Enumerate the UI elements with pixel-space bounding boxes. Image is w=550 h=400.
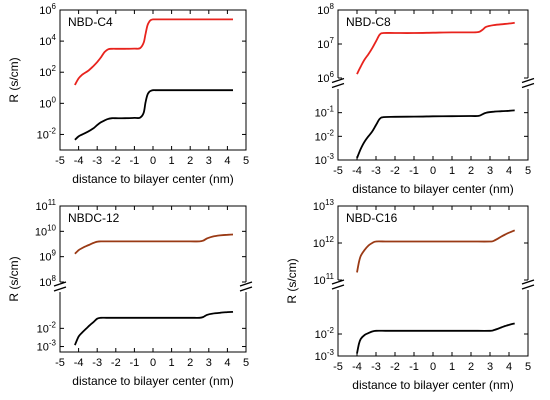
x-tick-label: -4 xyxy=(352,165,362,177)
series-line-lower xyxy=(356,322,515,354)
x-tick-label: 3 xyxy=(487,165,493,177)
x-tick-label: 3 xyxy=(206,155,212,167)
panel-title: NBD-C16 xyxy=(346,211,398,225)
x-tick-label: -3 xyxy=(92,357,102,369)
series-line-upper xyxy=(74,233,234,255)
y-tick-label: 1011 xyxy=(313,272,334,287)
y-tick-label: 10-2 xyxy=(315,128,335,143)
axis-break-left xyxy=(331,279,345,290)
x-tick-label: 4 xyxy=(506,165,512,177)
x-tick-label: -1 xyxy=(409,165,419,177)
panel-1: -5 -4 -3 -2 -1 0 1 2 3 4 5 10-2 100 102 104 106 NBD-C4 di… xyxy=(7,2,249,186)
y-tick-label: 10-3 xyxy=(315,348,335,363)
axis-break-left xyxy=(53,281,67,292)
x-tick-label: -4 xyxy=(74,155,84,167)
x-tick-label: 5 xyxy=(525,165,531,177)
x-tick-label: -5 xyxy=(333,165,343,177)
y-tick-label: 106 xyxy=(317,70,334,85)
x-tick-label: -3 xyxy=(371,165,381,177)
x-tick-label: 3 xyxy=(487,361,493,373)
x-tick-label: -3 xyxy=(371,361,381,373)
y-tick-label: 108 xyxy=(317,2,334,17)
axis-break-left xyxy=(331,77,345,89)
x-tick-label: 3 xyxy=(206,357,212,369)
panel-title: NBD-C4 xyxy=(68,15,113,29)
x-tick-label: 1 xyxy=(169,155,175,167)
panel-title: NBD-C8 xyxy=(346,15,391,29)
x-tick-label: 2 xyxy=(187,155,193,167)
y-tick-label: 104 xyxy=(39,33,56,48)
x-tick-label: -2 xyxy=(111,155,121,167)
y-tick-label: 1010 xyxy=(35,223,57,238)
x-tick-label: 0 xyxy=(430,361,436,373)
x-tick-label: 1 xyxy=(449,361,455,373)
y-tick-label: 10-1 xyxy=(315,105,335,120)
x-axis-label: distance to bilayer center (nm) xyxy=(72,172,233,186)
x-tick-label: 0 xyxy=(150,357,156,369)
panel-2: -5 -4 -3 -2 -1 0 1 2 3 4 5 106 107 108 10-3 10-2 10-1 NBD… xyxy=(315,2,535,196)
y-tick-label: 107 xyxy=(317,36,334,51)
series-line-upper xyxy=(356,21,515,75)
x-tick-label: -1 xyxy=(130,357,140,369)
x-tick-label: 0 xyxy=(150,155,156,167)
y-axis-label: R (s/cm) xyxy=(285,258,299,303)
series-line-lower xyxy=(74,311,234,346)
plot-frame xyxy=(59,9,247,151)
x-tick-label: 4 xyxy=(506,361,512,373)
x-tick-label: 1 xyxy=(449,165,455,177)
y-tick-label: 100 xyxy=(39,95,56,110)
x-tick-label: -2 xyxy=(111,357,121,369)
y-tick-label: 109 xyxy=(39,249,56,264)
x-tick-label: 5 xyxy=(525,361,531,373)
x-tick-label: -1 xyxy=(130,155,140,167)
y-tick-label: 102 xyxy=(39,64,56,79)
x-axis-label: distance to bilayer center (nm) xyxy=(352,182,513,196)
y-tick-label: 10-2 xyxy=(315,326,335,341)
plot-frame xyxy=(59,205,247,353)
x-axis-label: distance to bilayer center (nm) xyxy=(352,378,513,392)
series-line-lower xyxy=(74,89,233,141)
x-tick-label: -1 xyxy=(409,361,419,373)
x-tick-label: 2 xyxy=(187,357,193,369)
x-tick-label: 0 xyxy=(430,165,436,177)
x-tick-label: -4 xyxy=(352,361,362,373)
y-tick-label: 1011 xyxy=(35,198,56,213)
x-tick-label: 2 xyxy=(468,165,474,177)
series-line-upper xyxy=(74,18,233,86)
x-tick-label: 4 xyxy=(224,155,230,167)
x-tick-label: -5 xyxy=(55,357,65,369)
y-tick-label: 1013 xyxy=(313,198,335,213)
y-axis-label: R (s/cm) xyxy=(7,256,21,301)
y-tick-label: 10-2 xyxy=(37,126,57,141)
x-axis-label: distance to bilayer center (nm) xyxy=(72,374,233,388)
x-tick-label: -3 xyxy=(92,155,102,167)
x-tick-label: -2 xyxy=(390,361,400,373)
x-tick-label: 5 xyxy=(243,155,249,167)
series-line-lower xyxy=(356,109,515,159)
x-tick-label: 1 xyxy=(169,357,175,369)
y-tick-label: 10-3 xyxy=(37,339,57,354)
x-tick-label: 5 xyxy=(243,357,249,369)
x-tick-label: -5 xyxy=(333,361,343,373)
y-tick-label: 10-3 xyxy=(315,152,335,167)
x-tick-label: -2 xyxy=(390,165,400,177)
y-tick-label: 108 xyxy=(39,274,56,289)
x-tick-label: 2 xyxy=(468,361,474,373)
panel-4: -5 -4 -3 -2 -1 0 1 2 3 4 5 1011 1012 1013 10-3 10-2 NBD-… xyxy=(285,198,535,392)
axis-break-right xyxy=(521,279,535,290)
y-axis-label: R (s/cm) xyxy=(7,57,21,102)
x-tick-label: -5 xyxy=(55,155,65,167)
y-tick-label: 106 xyxy=(39,2,56,17)
axis-break-right xyxy=(239,281,253,292)
x-tick-label: 4 xyxy=(224,357,230,369)
series-line-upper xyxy=(356,229,516,273)
axis-break-right xyxy=(521,77,535,89)
y-tick-label: 1012 xyxy=(313,235,335,250)
x-tick-label: -4 xyxy=(74,357,84,369)
y-tick-label: 10-2 xyxy=(37,320,57,335)
panel-title: NBDC-12 xyxy=(68,211,120,225)
panel-3: -5 -4 -3 -2 -1 0 1 2 3 4 5 108 109 1010 1011 10-3 10-2 NB… xyxy=(7,198,253,388)
